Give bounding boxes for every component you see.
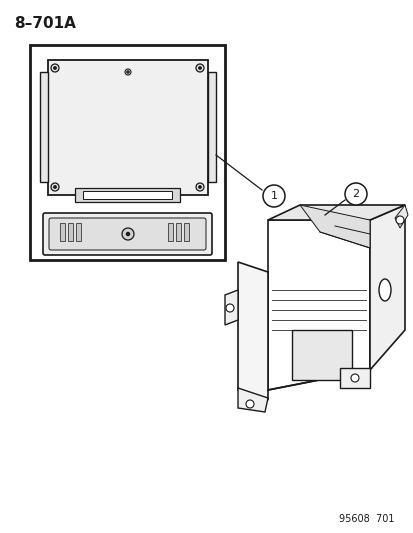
Bar — [83, 191, 171, 199]
Polygon shape — [267, 205, 404, 220]
Polygon shape — [267, 220, 369, 390]
Text: 8–701A: 8–701A — [14, 16, 76, 31]
Circle shape — [195, 64, 204, 72]
Polygon shape — [299, 205, 369, 248]
Circle shape — [395, 216, 403, 224]
Bar — [176, 223, 180, 241]
Ellipse shape — [378, 279, 390, 301]
Text: 95608  701: 95608 701 — [339, 514, 394, 524]
Circle shape — [225, 304, 233, 312]
Bar — [183, 223, 189, 241]
Circle shape — [54, 186, 56, 188]
Polygon shape — [237, 262, 267, 400]
Circle shape — [262, 185, 284, 207]
Circle shape — [127, 71, 129, 73]
Polygon shape — [224, 290, 237, 325]
Circle shape — [126, 232, 129, 236]
Circle shape — [51, 183, 59, 191]
Circle shape — [195, 183, 204, 191]
Bar — [60, 223, 65, 241]
Polygon shape — [237, 388, 267, 412]
Polygon shape — [369, 205, 404, 370]
Circle shape — [51, 64, 59, 72]
Bar — [168, 223, 173, 241]
Polygon shape — [339, 368, 369, 388]
Text: 2: 2 — [351, 189, 359, 199]
FancyBboxPatch shape — [43, 213, 211, 255]
Circle shape — [198, 186, 201, 188]
Polygon shape — [394, 205, 407, 228]
Circle shape — [54, 67, 56, 69]
Bar — [207, 72, 216, 182]
Circle shape — [198, 67, 201, 69]
Bar — [76, 223, 81, 241]
Circle shape — [125, 69, 131, 75]
FancyBboxPatch shape — [49, 218, 206, 250]
Bar — [68, 223, 73, 241]
Bar — [75, 188, 180, 202]
Bar — [48, 60, 207, 195]
Circle shape — [350, 374, 358, 382]
Bar — [291, 330, 351, 380]
Text: 1: 1 — [270, 191, 277, 201]
Bar — [40, 72, 48, 182]
Circle shape — [245, 400, 254, 408]
Bar — [30, 45, 224, 260]
Circle shape — [344, 183, 366, 205]
Circle shape — [122, 228, 134, 240]
